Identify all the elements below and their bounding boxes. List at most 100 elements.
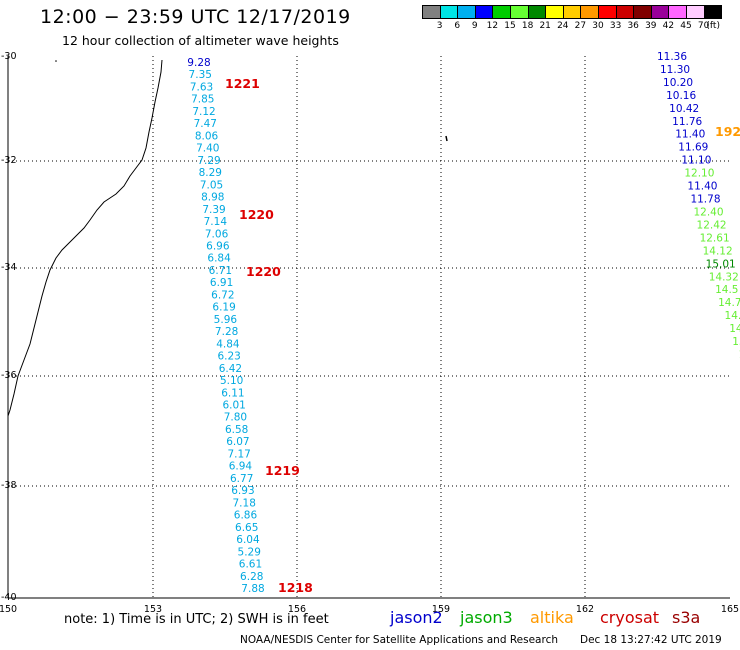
wave-height-value: 11.40 [687, 181, 717, 193]
legend-label: 12 [486, 21, 499, 31]
wave-height-value: 7.06 [205, 228, 229, 240]
wave-height-value: 8.06 [195, 130, 219, 142]
wave-height-value: 7.17 [227, 448, 250, 460]
wave-height-value: 6.23 [217, 351, 240, 363]
legend-unit: (ft) [706, 21, 720, 31]
wave-height-value: 7.40 [196, 143, 219, 155]
legend-label: 18 [521, 21, 534, 31]
wave-height-value: 7.35 [189, 69, 212, 81]
wave-height-value: 13 [732, 336, 740, 348]
wave-height-value: 6.77 [230, 473, 253, 485]
wave-height-value: 6.01 [222, 400, 245, 412]
lon-tick-label: 165 [721, 604, 739, 615]
legend-label: 15 [504, 21, 516, 31]
wave-height-value: 6.91 [210, 277, 233, 289]
legend-label: 36 [627, 21, 639, 31]
wave-height-value: 11.30 [660, 64, 690, 76]
wave-height-value: 6.42 [219, 363, 242, 375]
pass-time-label: 1220 [246, 264, 281, 279]
wave-height-value: 7.88 [241, 583, 264, 595]
wave-height-value: 6.65 [235, 522, 258, 534]
wave-height-value: 14.7 [718, 297, 740, 309]
lon-tick-label: 156 [288, 604, 306, 615]
legend-label: 30 [592, 21, 604, 31]
wave-height-value: 8.98 [201, 192, 224, 204]
wave-height-value: 7.12 [192, 106, 215, 118]
lon-tick-label: 159 [432, 604, 450, 615]
wave-height-value: 7.85 [191, 94, 214, 106]
legend-label: 9 [471, 21, 478, 31]
wave-height-value: 6.72 [211, 289, 234, 301]
wave-height-value: 6.84 [207, 253, 231, 265]
wave-height-value: 6.93 [231, 485, 254, 497]
pass-time-label: 1219 [265, 463, 300, 478]
wave-height-value: 7.80 [224, 412, 247, 424]
wave-height-value: 7.28 [215, 326, 238, 338]
footer-timestamp: Dec 18 13:27:42 UTC 2019 [580, 634, 722, 646]
wave-height-value: 5.96 [214, 314, 238, 326]
wave-height-value: 12.40 [693, 206, 723, 218]
wave-height-value: 15.01 [706, 258, 736, 270]
wave-height-value: 11.76 [672, 116, 702, 128]
legend-label: 42 [662, 21, 675, 31]
mission-jason2: jason2 [390, 608, 443, 627]
footer-credit: NOAA/NESDIS Center for Satellite Applica… [240, 634, 558, 646]
legend-label: 70 [697, 21, 710, 31]
page-subtitle: 12 hour collection of altimeter wave hei… [62, 33, 339, 48]
wave-height-value: 6.86 [234, 510, 258, 522]
legend-label: 39 [645, 21, 657, 31]
legend-label: 27 [574, 21, 587, 31]
legend-label: 33 [609, 21, 622, 31]
pass-time-label: 1218 [278, 580, 313, 595]
wave-height-value: 12.61 [700, 232, 730, 244]
wave-height-value: 7.47 [194, 118, 217, 130]
wave-height-value: 8.29 [199, 167, 222, 179]
legend-label: 45 [680, 21, 692, 31]
wave-height-value: 6.04 [236, 534, 260, 546]
wave-height-value: 10.16 [666, 90, 696, 102]
note-text: note: 1) Time is in UTC; 2) SWH is in fe… [64, 612, 329, 627]
wave-height-value: 7.39 [202, 204, 225, 216]
page-title: 12:00 − 23:59 UTC 12/17/2019 [40, 6, 351, 28]
island-marker [55, 60, 57, 62]
wave-height-value: 12.10 [684, 168, 714, 180]
pass-time-label: 192 [715, 124, 740, 139]
wave-height-value: 7.14 [204, 216, 228, 228]
lat-tick-label: -38 [1, 480, 17, 491]
lat-tick-label: -32 [1, 155, 17, 166]
wave-height-value: 11.10 [681, 155, 711, 167]
wave-height-value: 6.94 [229, 461, 253, 473]
legend-label: 21 [539, 21, 551, 31]
wave-height-value: 6.96 [206, 240, 230, 252]
lon-tick-label: 162 [576, 604, 594, 615]
legend-label: 24 [557, 21, 569, 31]
pass-time-label: 1221 [225, 76, 260, 91]
wave-height-value: 5.29 [238, 546, 261, 558]
wave-height-value: 6.11 [221, 387, 244, 399]
mission-altika: altika [530, 608, 574, 627]
mission-jason3: jason3 [460, 608, 513, 627]
wave-height-value: 6.28 [240, 571, 263, 583]
wave-height-value: 6.19 [212, 302, 235, 314]
wave-height-value: 9.28 [187, 57, 210, 69]
wave-height-value: 11.36 [657, 51, 687, 63]
island-marker [445, 135, 448, 142]
wave-height-value: 6.58 [225, 424, 248, 436]
wave-height-value: 7.05 [200, 179, 223, 191]
wave-height-value: 14.5 [715, 284, 738, 296]
wave-height-value: 14. [725, 310, 740, 322]
wave-height-value: 14.32 [709, 271, 739, 283]
legend-label: 3 [436, 21, 443, 31]
wave-height-value: 11.69 [678, 142, 708, 154]
wave-height-value: 7.63 [190, 81, 213, 93]
wave-height-value: 6.07 [226, 436, 249, 448]
lat-tick-label: -40 [1, 592, 17, 603]
wave-height-value: 10.20 [663, 77, 693, 89]
mission-s3a: s3a [672, 608, 701, 627]
lat-tick-label: -36 [1, 370, 17, 381]
wave-height-value: 6.71 [209, 265, 232, 277]
wave-height-value: 7.18 [233, 497, 256, 509]
lon-tick-label: 153 [144, 604, 162, 615]
